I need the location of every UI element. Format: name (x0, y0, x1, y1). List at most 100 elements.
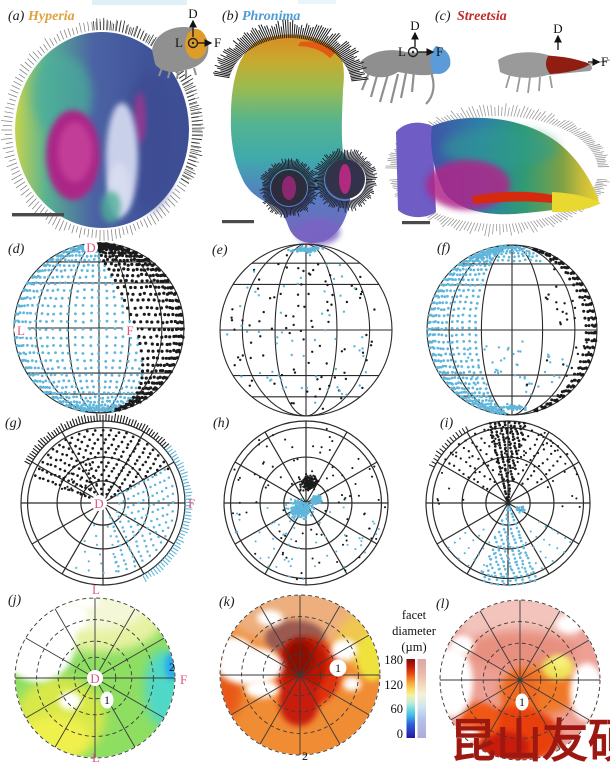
colorbar-pale (417, 659, 426, 738)
heatmap-j-left-label: L (92, 750, 100, 765)
sphere-d-front-label: F (126, 323, 133, 338)
axis-f-label: F (601, 54, 608, 69)
f-cyan-top (469, 245, 542, 263)
h-cyan-cluster2 (310, 493, 323, 506)
title-streetsia: Streetsia (457, 9, 507, 24)
heatmap-k-mark-1: 1 (335, 661, 341, 675)
sphere-d-dorsal-label: D (86, 240, 95, 255)
axis-origin (407, 46, 419, 58)
panel-letter-d: (d) (8, 242, 25, 257)
d-cyan-dots (13, 242, 144, 413)
i-rim-ticks (428, 426, 469, 468)
i-cyan-sparse (447, 520, 572, 578)
axis-origin-dot (191, 41, 195, 45)
white-gap (59, 692, 81, 710)
heat-zone-red2 (279, 678, 319, 726)
hyperia-eye-reconstruction (12, 32, 189, 228)
eye-highlight (545, 56, 590, 74)
panel-letter-i: (i) (440, 416, 454, 431)
panel-letter-h: (h) (213, 416, 230, 431)
e-cyan-cap (287, 244, 325, 254)
colorbar-saturated (406, 659, 415, 738)
phronima-eye-reconstruction (222, 34, 365, 245)
g-cyan-sparse (75, 524, 118, 575)
colorbar-tick-0: 0 (397, 727, 403, 741)
label-halo (100, 691, 114, 709)
ringBristles (313, 148, 378, 213)
colorbar-title-line3: (µm) (401, 640, 426, 654)
colorbar-tick-60: 60 (391, 702, 404, 716)
magenta-sliver (134, 92, 146, 144)
scale-bar (402, 221, 430, 225)
heat-zone-yellow2 (552, 656, 568, 668)
axis-l-label: L (175, 35, 183, 50)
polarGrid (14, 597, 176, 759)
label-halo (91, 495, 107, 511)
label-halo (123, 323, 137, 337)
panel-letter-a: (a) (8, 9, 25, 24)
axis-d-label: D (553, 21, 562, 36)
lateral-eye-left-core (282, 176, 296, 200)
heatmap-l-mark-1: 1 (519, 695, 525, 709)
scan-smudge (298, 0, 336, 4)
scale-bar (12, 213, 64, 217)
white-gap (257, 610, 283, 626)
label-halo (87, 670, 103, 686)
f-black-limb (532, 248, 598, 413)
sphere-d-left-label: L (17, 323, 25, 338)
heatmap-j-mark-1: 1 (104, 693, 110, 707)
heat-zone-darkest (285, 640, 313, 676)
white-gap (343, 677, 361, 691)
colorbar-tick-120: 120 (384, 678, 403, 692)
title-phronima: Phronima (242, 9, 300, 24)
ringBristles (212, 19, 369, 82)
hyperia-silhouette (152, 19, 213, 80)
purple-lobe (296, 219, 340, 245)
red-streak (472, 191, 566, 205)
polar-g-left-label: L (92, 582, 100, 597)
body (360, 50, 444, 78)
polarGrid (223, 420, 389, 586)
h-black-sparse (231, 427, 387, 581)
label-halo (515, 693, 529, 711)
axis-d-label: D (188, 6, 197, 21)
colorbar-title-line2: diameter (392, 624, 437, 638)
legs (158, 67, 197, 80)
panel-letter-c: (c) (435, 9, 451, 24)
panel-letter-k: (k) (219, 595, 235, 610)
heatmap-j-dorsal-label: D (90, 671, 99, 686)
ringBristles (259, 158, 320, 219)
watermark-text: 昆山友硕 (450, 715, 610, 765)
label-halo (84, 240, 98, 254)
labels-layer: (a) Hyperia (b) Phronima (c) Streetsia D… (5, 6, 610, 765)
sphereGrid (219, 243, 393, 417)
colorbar-title-line1: facet (402, 608, 427, 622)
axis-f-label: F (436, 44, 443, 59)
magenta-zone (426, 160, 510, 210)
g-black-fan (33, 428, 170, 501)
axis-d-label: D (410, 18, 419, 33)
d-black-dots (96, 242, 185, 412)
polarGrid (439, 599, 601, 761)
i-black-sparse (436, 428, 581, 508)
f-black-sparse (525, 259, 590, 386)
heatmap-j-mark-2: 2 (169, 660, 175, 674)
panel-letter-b: (b) (222, 9, 239, 24)
teal-band (442, 128, 558, 168)
plots-layer (13, 19, 601, 761)
panel-letter-g: (g) (5, 416, 22, 431)
panel-letter-j: (j) (8, 593, 22, 608)
axis-origin-dot (411, 50, 415, 54)
heatmap-j-front-label: F (180, 672, 187, 687)
teal-streak (101, 191, 121, 223)
label-halo (329, 659, 347, 677)
lateral-eye-right-core (339, 164, 351, 194)
orange-strip (298, 41, 336, 58)
eye-highlight (430, 46, 451, 74)
axis-origin (187, 37, 199, 49)
h-cyan-sparse (234, 504, 380, 581)
axis-l-label: L (398, 44, 406, 59)
purple-block (396, 122, 436, 218)
title-hyperia: Hyperia (27, 9, 75, 24)
